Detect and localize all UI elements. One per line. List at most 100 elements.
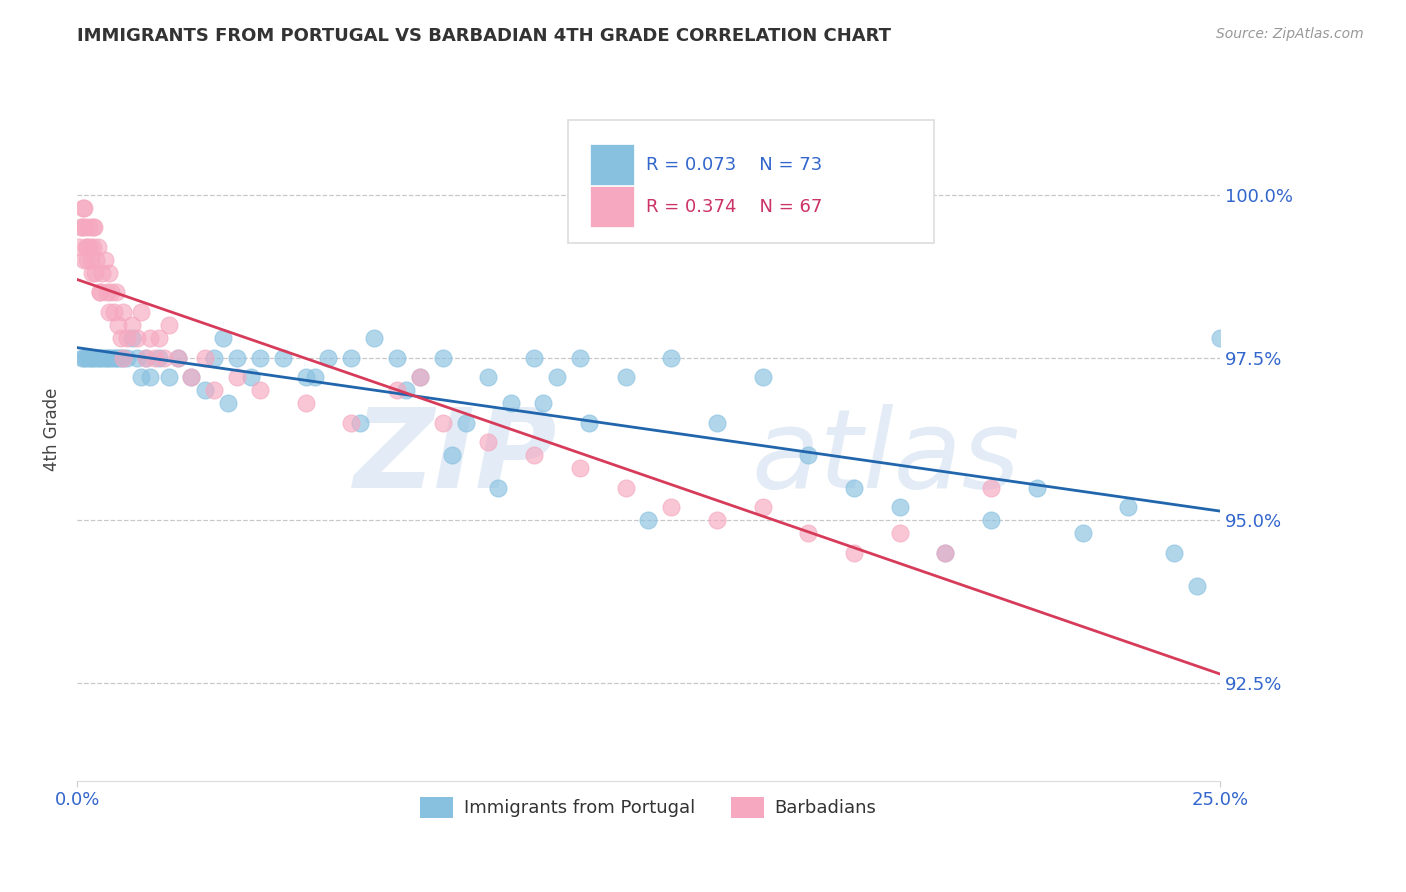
Legend: Immigrants from Portugal, Barbadians: Immigrants from Portugal, Barbadians — [413, 789, 883, 825]
Point — [751, 370, 773, 384]
Point — [111, 305, 134, 319]
Point — [239, 370, 262, 384]
Point — [409, 370, 432, 384]
Point — [70, 220, 93, 235]
Point — [531, 396, 554, 410]
Point — [148, 331, 170, 345]
Text: IMMIGRANTS FROM PORTUGAL VS BARBADIAN 4TH GRADE CORRELATION CHART: IMMIGRANTS FROM PORTUGAL VS BARBADIAN 4T… — [77, 27, 891, 45]
Point — [98, 305, 121, 319]
Point — [751, 500, 773, 515]
Point — [934, 546, 956, 560]
Point — [523, 351, 546, 365]
Point — [135, 351, 157, 365]
Point — [76, 252, 98, 267]
Point — [226, 351, 249, 365]
Point — [139, 331, 162, 345]
Point — [72, 201, 94, 215]
Point — [100, 285, 122, 300]
Point — [226, 370, 249, 384]
Point — [129, 305, 152, 319]
Point — [340, 351, 363, 365]
Point — [889, 500, 911, 515]
Point — [111, 351, 134, 365]
Point — [86, 240, 108, 254]
Point — [385, 383, 408, 397]
Point — [294, 396, 316, 410]
Point — [202, 383, 225, 397]
Point — [659, 351, 682, 365]
Point — [659, 500, 682, 515]
Point — [98, 266, 121, 280]
Point — [91, 266, 114, 280]
Point — [180, 370, 202, 384]
FancyBboxPatch shape — [591, 145, 634, 185]
Point — [363, 331, 385, 345]
Point — [93, 252, 115, 267]
Point — [70, 351, 93, 365]
Point — [318, 351, 340, 365]
Point — [73, 252, 96, 267]
Point — [217, 396, 239, 410]
Point — [340, 416, 363, 430]
Point — [129, 370, 152, 384]
Point — [432, 416, 454, 430]
Point — [121, 331, 143, 345]
Point — [706, 416, 728, 430]
Point — [440, 448, 463, 462]
Point — [409, 370, 432, 384]
Point — [96, 351, 118, 365]
Text: ZIP: ZIP — [353, 404, 557, 511]
Point — [1116, 500, 1139, 515]
Point — [103, 351, 125, 365]
Point — [212, 331, 235, 345]
Point — [86, 351, 108, 365]
Point — [546, 370, 568, 384]
Point — [180, 370, 202, 384]
Point — [523, 448, 546, 462]
Point — [157, 318, 180, 332]
Point — [73, 201, 96, 215]
Point — [934, 546, 956, 560]
Point — [110, 351, 132, 365]
Point — [395, 383, 418, 397]
Text: R = 0.374    N = 67: R = 0.374 N = 67 — [647, 198, 823, 216]
Point — [77, 220, 100, 235]
Point — [82, 220, 104, 235]
Point — [842, 481, 865, 495]
Point — [89, 351, 111, 365]
Point — [143, 351, 166, 365]
Point — [432, 351, 454, 365]
Point — [107, 351, 129, 365]
Point — [153, 351, 176, 365]
Point — [77, 351, 100, 365]
Text: Source: ZipAtlas.com: Source: ZipAtlas.com — [1216, 27, 1364, 41]
Point — [980, 513, 1002, 527]
Point — [80, 351, 103, 365]
Text: R = 0.073    N = 73: R = 0.073 N = 73 — [647, 156, 823, 174]
Point — [148, 351, 170, 365]
Point — [980, 481, 1002, 495]
Point — [578, 416, 600, 430]
Text: atlas: atlas — [751, 404, 1019, 511]
Point — [477, 435, 499, 450]
Point — [202, 351, 225, 365]
Point — [79, 240, 101, 254]
Point — [75, 240, 97, 254]
Point — [104, 351, 127, 365]
Point — [73, 351, 96, 365]
Point — [1163, 546, 1185, 560]
Point — [76, 240, 98, 254]
Point — [67, 240, 90, 254]
Point — [706, 513, 728, 527]
Point — [249, 383, 271, 397]
Point — [84, 351, 107, 365]
Point — [1071, 526, 1094, 541]
Point — [80, 266, 103, 280]
Point — [100, 351, 122, 365]
FancyBboxPatch shape — [568, 120, 934, 243]
Point — [75, 220, 97, 235]
Point — [93, 351, 115, 365]
Point — [80, 252, 103, 267]
Point — [166, 351, 188, 365]
Point — [91, 351, 114, 365]
